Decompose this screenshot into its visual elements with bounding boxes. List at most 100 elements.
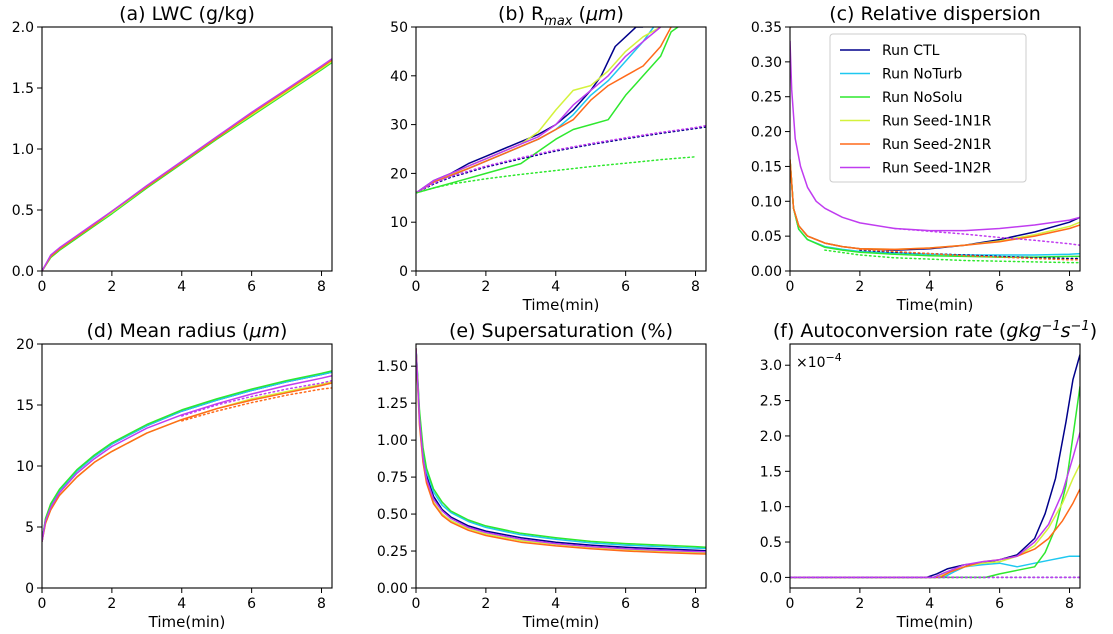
panel-title: (d) Mean radius (μm) bbox=[87, 320, 288, 342]
run-seed-1n1r-line bbox=[416, 27, 661, 194]
run-seed-1n2r-line bbox=[790, 432, 1080, 579]
x-tick-label: 4 bbox=[551, 279, 560, 295]
run-seed-2n1r-line bbox=[416, 27, 672, 194]
axes-frame bbox=[789, 343, 1081, 589]
y-tick-label: 0.20 bbox=[751, 125, 782, 141]
run-nosolu-line bbox=[416, 348, 706, 549]
panel-title: (f) Autoconversion rate (gkg−1s−1) bbox=[773, 319, 1097, 342]
run-noturb-line bbox=[416, 27, 655, 194]
x-tick-label: 0 bbox=[412, 596, 421, 612]
run-nosolu-line bbox=[42, 61, 332, 271]
run-seed-2n1r-line bbox=[790, 159, 1080, 251]
series-group bbox=[416, 348, 706, 555]
y-tick-label: 2.5 bbox=[760, 394, 782, 410]
series-group bbox=[416, 27, 706, 194]
panel-title: (b) Rmax (μm) bbox=[498, 3, 624, 29]
run-noturb-line bbox=[42, 60, 332, 271]
y-tick-label: 0.25 bbox=[377, 544, 408, 560]
y-tick-label: 1.0 bbox=[12, 142, 34, 158]
axes-frame bbox=[415, 26, 707, 272]
run-seed-2n1r-line bbox=[42, 382, 332, 542]
series-group bbox=[42, 58, 332, 271]
run-nosolu-dotted-line bbox=[416, 156, 697, 194]
run-ctl-line bbox=[42, 60, 332, 271]
x-axis-label: Time(min) bbox=[522, 613, 600, 631]
x-axis-label: Time(min) bbox=[522, 296, 600, 314]
legend-box bbox=[829, 33, 1027, 183]
run-ctl-line bbox=[42, 371, 332, 542]
series-group bbox=[790, 354, 1080, 579]
y-tick-label: 1.50 bbox=[377, 359, 408, 375]
x-tick-label: 6 bbox=[247, 279, 256, 295]
run-seed-1n1r-line bbox=[790, 463, 1080, 579]
y-tick-label: 1.00 bbox=[377, 433, 408, 449]
run-seed-1n2r-line bbox=[42, 374, 332, 542]
y-tick-label: 15 bbox=[16, 398, 34, 414]
axes-frame bbox=[415, 343, 707, 589]
y-tick-label: 0.00 bbox=[751, 264, 782, 280]
series-group bbox=[42, 370, 332, 542]
run-nosolu-line bbox=[790, 386, 1080, 579]
x-tick-label: 6 bbox=[621, 596, 630, 612]
x-tick-label: 6 bbox=[995, 279, 1004, 295]
run-seed-1n2r-line bbox=[790, 40, 1080, 232]
run-noturb-line bbox=[42, 371, 332, 542]
axis-offset-label: ×10−4 bbox=[796, 351, 842, 371]
y-tick-label: 0.10 bbox=[751, 194, 782, 210]
y-tick-label: 30 bbox=[390, 118, 408, 134]
y-tick-label: 2.0 bbox=[12, 20, 34, 36]
y-tick-label: 0 bbox=[25, 581, 34, 597]
x-tick-label: 0 bbox=[412, 279, 421, 295]
x-tick-label: 0 bbox=[786, 279, 795, 295]
run-seed-1n2r-line bbox=[42, 58, 332, 271]
x-tick-label: 6 bbox=[621, 279, 630, 295]
y-tick-label: 0.50 bbox=[377, 507, 408, 523]
legend: Run CTL Run NoTurb Run NoSolu Run Seed-1N1R… bbox=[829, 33, 1027, 183]
y-tick-label: 0.75 bbox=[377, 470, 408, 486]
y-tick-label: 0.00 bbox=[377, 581, 408, 597]
panel-title: (e) Supersaturation (%) bbox=[449, 320, 673, 342]
axes-frame bbox=[41, 26, 333, 272]
y-tick-label: 40 bbox=[390, 69, 408, 85]
x-tick-label: 2 bbox=[107, 596, 116, 612]
legend-entry-label: Run NoTurb bbox=[882, 67, 962, 83]
x-tick-label: 0 bbox=[38, 279, 47, 295]
legend-entry-label: Run NoSolu bbox=[882, 90, 963, 106]
series-group bbox=[790, 40, 1080, 264]
y-tick-label: 1.0 bbox=[760, 500, 782, 516]
y-tick-label: 0.0 bbox=[760, 570, 782, 586]
panel-title: (c) Relative dispersion bbox=[829, 3, 1041, 25]
run-seed-1n1r-line bbox=[42, 60, 332, 271]
run-ctl-line bbox=[416, 27, 644, 194]
y-tick-label: 0.05 bbox=[751, 229, 782, 245]
y-tick-label: 0.15 bbox=[751, 159, 782, 175]
x-tick-label: 2 bbox=[855, 279, 864, 295]
x-tick-label: 0 bbox=[38, 596, 47, 612]
legend-entry-label: Run Seed-1N1R bbox=[882, 114, 992, 130]
y-tick-label: 0.0 bbox=[12, 264, 34, 280]
y-tick-label: 10 bbox=[16, 459, 34, 475]
legend-entry-label: Run Seed-2N1R bbox=[882, 137, 992, 153]
run-seed-1n2r-dotted-line bbox=[416, 124, 706, 194]
x-axis-label: Time(min) bbox=[148, 613, 226, 631]
run-seed-2n1r-dotted-line bbox=[859, 248, 1080, 261]
run-noturb-line bbox=[790, 555, 1080, 579]
run-seed-1n2r-dotted-line bbox=[181, 379, 332, 417]
x-tick-label: 4 bbox=[925, 596, 934, 612]
panel-e: 0 2 4 6 8 0.00 0.25 0.50 0.75 1.00 1.25 1.50 Time(mi… bbox=[377, 320, 707, 631]
x-tick-label: 8 bbox=[691, 279, 700, 295]
x-axis-label: Time(min) bbox=[896, 613, 974, 631]
x-tick-label: 4 bbox=[925, 279, 934, 295]
x-tick-label: 8 bbox=[317, 279, 326, 295]
x-tick-label: 0 bbox=[786, 596, 795, 612]
y-tick-label: 0.30 bbox=[751, 55, 782, 71]
y-tick-label: 0 bbox=[399, 264, 408, 280]
x-tick-label: 4 bbox=[177, 596, 186, 612]
run-seed-1n2r-line bbox=[416, 27, 662, 194]
panel-title: (a) LWC (g/kg) bbox=[119, 3, 255, 25]
x-tick-label: 6 bbox=[995, 596, 1004, 612]
y-tick-label: 1.5 bbox=[12, 81, 34, 97]
run-seed-2n1r-line bbox=[42, 59, 332, 271]
y-tick-label: 5 bbox=[25, 520, 34, 536]
